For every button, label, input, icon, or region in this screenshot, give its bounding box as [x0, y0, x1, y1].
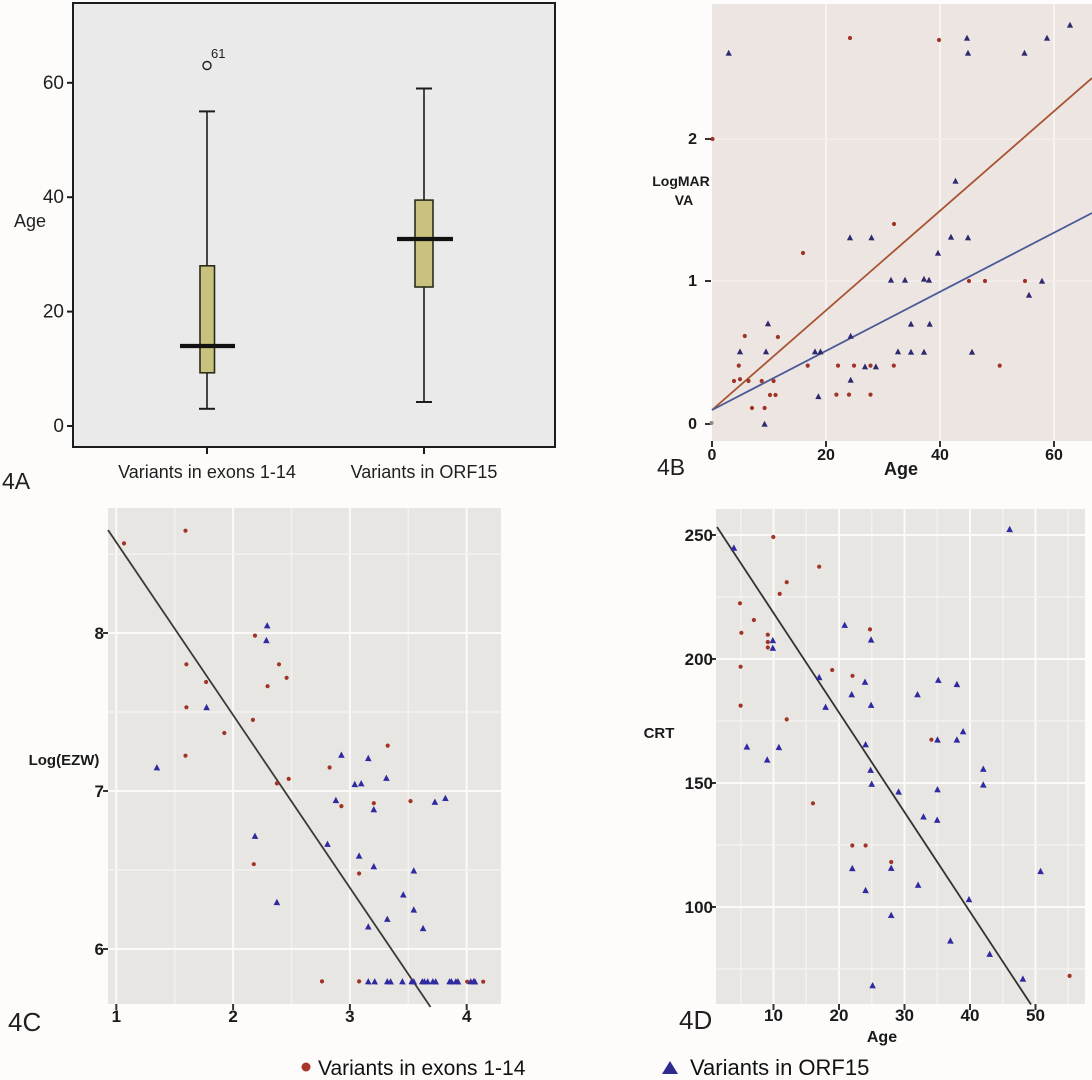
- svg-text:Log(EZW): Log(EZW): [29, 752, 100, 769]
- svg-text:50: 50: [1026, 1006, 1045, 1025]
- svg-text:200: 200: [685, 650, 713, 669]
- svg-text:40: 40: [931, 447, 949, 464]
- svg-text:100: 100: [685, 898, 713, 917]
- svg-text:40: 40: [43, 187, 64, 208]
- svg-text:40: 40: [961, 1006, 980, 1025]
- svg-text:LogMAR: LogMAR: [652, 173, 710, 189]
- svg-text:7: 7: [95, 782, 104, 801]
- svg-text:2: 2: [228, 1007, 237, 1026]
- svg-text:0: 0: [688, 416, 697, 433]
- svg-text:Variants in exons 1-14: Variants in exons 1-14: [118, 462, 296, 482]
- svg-text:6: 6: [95, 940, 104, 959]
- svg-text:Age: Age: [884, 459, 918, 479]
- svg-text:4D: 4D: [679, 1005, 712, 1035]
- svg-text:20: 20: [43, 302, 64, 323]
- svg-text:4C: 4C: [8, 1007, 41, 1037]
- svg-text:150: 150: [685, 774, 713, 793]
- svg-text:Variants in ORF15: Variants in ORF15: [690, 1055, 869, 1080]
- svg-text:0: 0: [708, 447, 717, 464]
- svg-text:20: 20: [817, 447, 835, 464]
- svg-text:10: 10: [764, 1006, 783, 1025]
- svg-text:Variants in exons 1-14: Variants in exons 1-14: [318, 1057, 526, 1080]
- svg-text:Age: Age: [867, 1029, 897, 1046]
- svg-text:1: 1: [112, 1007, 121, 1026]
- svg-text:250: 250: [685, 526, 713, 545]
- svg-text:61: 61: [211, 46, 225, 61]
- svg-text:2: 2: [688, 131, 697, 148]
- svg-text:Variants in ORF15: Variants in ORF15: [351, 462, 498, 482]
- svg-text:0: 0: [53, 416, 64, 437]
- svg-text:VA: VA: [675, 192, 693, 208]
- svg-text:60: 60: [43, 73, 64, 94]
- svg-text:30: 30: [895, 1006, 914, 1025]
- svg-text:20: 20: [830, 1006, 849, 1025]
- svg-text:4B: 4B: [657, 454, 685, 480]
- svg-text:4A: 4A: [2, 468, 31, 494]
- svg-text:60: 60: [1045, 447, 1063, 464]
- svg-text:1: 1: [688, 273, 697, 290]
- svg-text:4: 4: [462, 1007, 472, 1026]
- svg-text:Age: Age: [14, 211, 46, 231]
- svg-text:3: 3: [345, 1007, 354, 1026]
- svg-text:8: 8: [95, 624, 104, 643]
- svg-text:CRT: CRT: [644, 725, 675, 742]
